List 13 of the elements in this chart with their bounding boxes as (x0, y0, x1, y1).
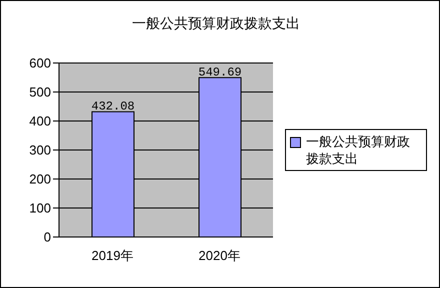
data-label: 432.08 (91, 100, 135, 114)
y-tick-label: 500 (29, 84, 51, 100)
y-tick-label: 300 (29, 142, 51, 158)
data-label: 549.69 (198, 66, 242, 80)
legend-label: 一般公共预算财政拨款支出 (306, 133, 411, 167)
chart-title: 一般公共预算财政拨款支出 (131, 15, 301, 33)
y-tick-label: 200 (29, 172, 51, 187)
y-tick-label: 0 (44, 230, 51, 245)
y-tick-label: 400 (29, 114, 51, 129)
x-tick-label: 2020年 (198, 248, 240, 264)
y-tick-label: 100 (29, 200, 51, 216)
y-tick-label: 600 (29, 56, 51, 71)
x-tick-label: 2019年 (92, 248, 134, 264)
